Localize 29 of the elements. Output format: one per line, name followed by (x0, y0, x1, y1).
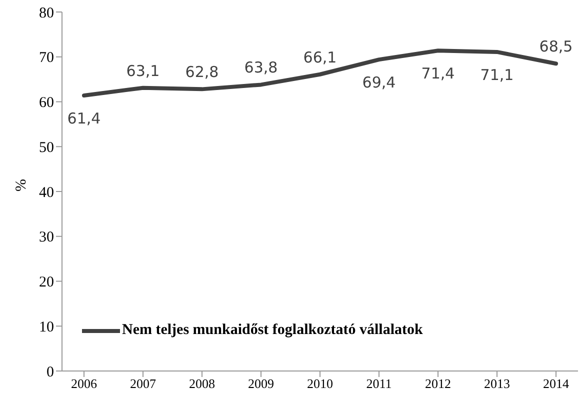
y-tick-label: 50 (39, 140, 54, 156)
data-label: 61,4 (67, 109, 101, 128)
data-label: 66,1 (303, 48, 337, 66)
y-tick-label: 10 (39, 319, 54, 336)
y-tick-label: 40 (39, 184, 54, 201)
x-tick-label: 2012 (425, 376, 451, 392)
x-tick-label: 2011 (366, 376, 392, 392)
data-label: 71,1 (480, 66, 514, 84)
y-tick-label: 80 (39, 5, 54, 22)
y-axis-title: % (13, 179, 30, 192)
y-tick-label: 60 (39, 95, 54, 112)
data-label: 71,4 (421, 64, 455, 83)
x-tick-label: 2013 (484, 376, 510, 392)
y-tick-label: 70 (39, 50, 54, 66)
y-tick-label: 30 (39, 230, 54, 246)
y-tick-label: 20 (39, 274, 54, 291)
x-tick-label: 2009 (248, 376, 274, 392)
y-tick-label: 0 (46, 364, 54, 380)
x-tick-label: 2008 (189, 376, 215, 392)
data-label: 68,5 (539, 38, 573, 56)
x-tick-label: 2006 (71, 376, 98, 392)
data-label: 62,8 (185, 63, 219, 82)
x-tick-label: 2014 (543, 376, 570, 392)
data-label: 63,8 (244, 58, 278, 77)
legend-label: Nem teljes munkaidőst foglalkoztató vállalatok (122, 322, 423, 339)
x-tick-label: 2010 (307, 376, 333, 392)
data-label: 69,4 (362, 74, 396, 92)
x-tick-label: 2007 (130, 376, 156, 392)
data-label: 63,1 (126, 62, 160, 80)
